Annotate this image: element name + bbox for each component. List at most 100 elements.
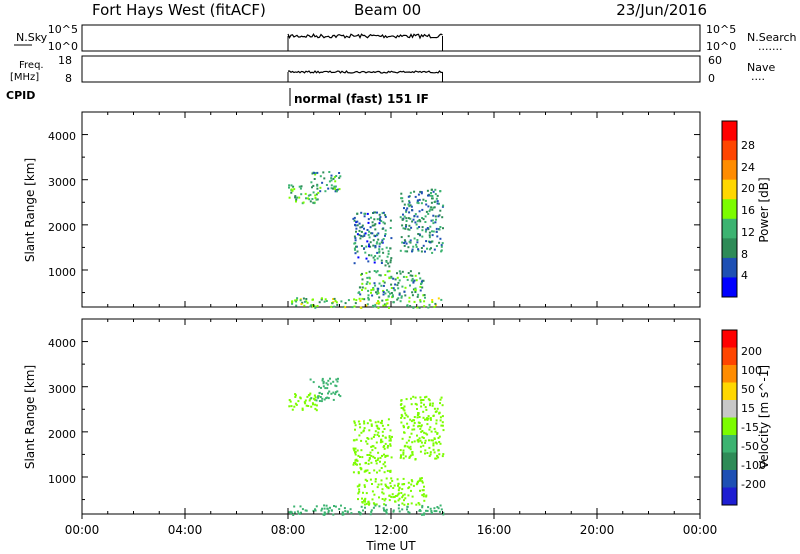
data-point [382,463,385,466]
data-point [418,509,421,512]
data-point [315,198,318,201]
data-point [293,405,296,408]
data-point [386,270,389,273]
data-point [321,181,324,184]
data-point [356,250,359,253]
data-point [319,396,322,398]
data-point [418,272,421,275]
data-point [420,424,423,427]
colorbar-swatch [722,121,737,142]
data-point [360,505,363,508]
data-point [419,396,422,399]
data-point [431,301,434,303]
data-point [323,398,326,401]
xtick-1200: 12:00 [374,523,409,537]
data-point [433,306,436,308]
data-point [372,506,375,509]
data-point [380,241,383,244]
data-point [437,449,440,452]
data-point [334,505,337,508]
data-point [359,299,362,302]
colorbar-swatch [722,347,737,366]
data-point [417,412,420,414]
data-point [399,403,402,406]
data-point [322,382,325,385]
data-point [356,485,359,488]
data-point [365,502,368,505]
data-point [371,221,374,224]
power-cb-12: 12 [741,226,755,239]
xtick-0000-a: 00:00 [65,523,100,537]
data-point [356,224,359,227]
data-point [408,201,411,204]
data-point [321,392,323,395]
data-point [404,497,407,500]
data-point [396,284,399,287]
data-point [355,221,358,224]
data-point [404,412,407,415]
data-point [368,502,371,505]
data-point [307,194,310,197]
data-point [406,415,409,418]
data-point [403,409,406,412]
data-point [384,292,387,295]
data-point [355,227,358,230]
data-point [378,505,381,508]
data-point [368,236,371,239]
data-point [363,427,366,430]
data-point [376,233,379,236]
data-point [388,436,391,439]
data-point [420,430,423,433]
data-point [384,234,386,237]
data-point [376,292,379,295]
data-point [356,220,359,223]
nsearch-label: N.Search [747,31,797,44]
data-point [397,499,400,502]
data-point [311,304,314,306]
data-point [355,299,358,302]
data-point [377,238,380,241]
data-point [382,238,385,240]
data-point [420,191,423,194]
data-point [366,229,369,231]
data-point [386,255,389,258]
data-point [332,187,335,190]
data-point [323,177,326,180]
data-point [387,486,390,489]
velocity-ytick-1000: 1000 [48,473,76,486]
data-point [397,281,400,284]
data-point [356,212,359,215]
data-point [402,451,405,454]
data-point [405,224,408,226]
data-point [417,248,420,251]
data-point [378,217,381,220]
data-point [403,215,406,218]
data-point [441,455,444,458]
data-point [401,483,404,486]
data-point [344,306,347,309]
data-point [420,192,423,195]
data-point [407,503,410,506]
data-point [393,289,396,292]
data-point [400,399,403,402]
data-point [368,472,371,474]
data-point [402,449,405,452]
data-point [397,482,400,485]
data-point [441,404,444,407]
data-point [313,394,316,397]
data-point [381,419,383,422]
data-point [358,234,361,237]
data-point [358,488,361,491]
data-point [421,480,424,483]
data-point [311,402,314,405]
data-point [360,468,363,471]
data-point [353,462,356,464]
velocity-panel-frame [81,318,701,515]
data-point [383,447,386,450]
data-point [375,242,378,245]
data-point [366,469,369,472]
data-point [412,484,415,487]
data-point [439,226,442,228]
data-point [329,377,331,380]
data-point [297,512,300,515]
